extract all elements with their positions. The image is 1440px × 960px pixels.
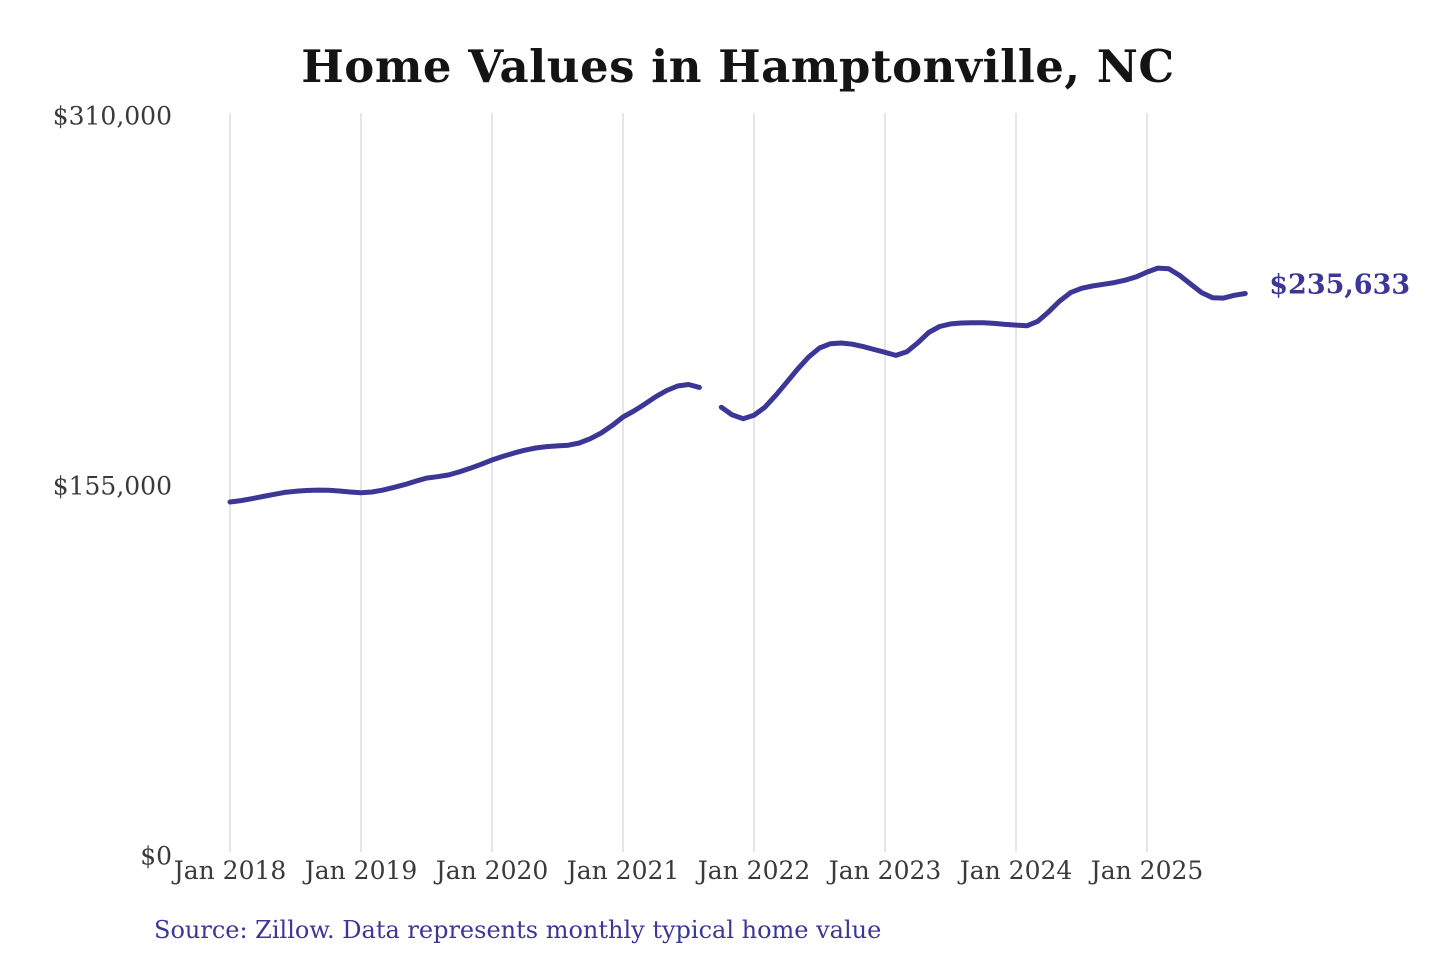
x-axis-tick-label: Jan 2021	[566, 856, 680, 885]
y-axis-tick-label: $155,000	[52, 471, 172, 501]
home-value-line	[227, 382, 702, 505]
latest-value-label: $235,633	[1269, 269, 1411, 301]
y-axis-tick-label: $0	[140, 841, 172, 871]
x-axis-tick-label: Jan 2022	[697, 856, 811, 885]
x-axis-tick-label: Jan 2024	[959, 856, 1073, 885]
x-axis-tick-label: Jan 2025	[1090, 856, 1204, 885]
y-axis-tick-label: $310,000	[52, 101, 172, 131]
x-axis-tick-label: Jan 2019	[304, 856, 418, 885]
chart-title: Home Values in Hamptonville, NC	[301, 40, 1175, 93]
x-axis-tick-label: Jan 2018	[173, 856, 287, 885]
x-axis-tick-label: Jan 2020	[435, 856, 549, 885]
x-axis-tick-label: Jan 2023	[828, 856, 942, 885]
home-value-line	[718, 265, 1248, 422]
source-note: Source: Zillow. Data represents monthly …	[154, 916, 882, 944]
